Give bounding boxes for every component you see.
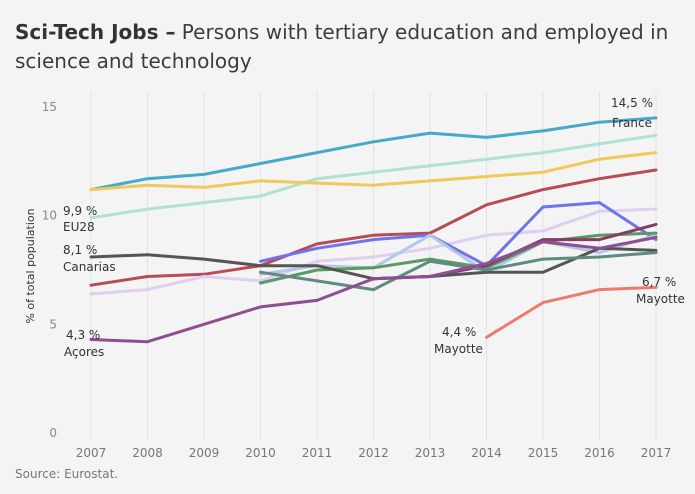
series-line-açores [89, 235, 658, 344]
x-tick-2008: 2008 [132, 446, 163, 460]
annotation-value-4: 4,4 % [442, 325, 476, 339]
series-line-5 [259, 201, 658, 268]
series-line-2 [89, 151, 658, 192]
series-line-7 [259, 231, 658, 285]
series-line-eu28 [89, 133, 658, 220]
y-tick-10: 10 [42, 209, 57, 223]
x-tick-2011: 2011 [302, 446, 333, 460]
annotation-label-4: Mayotte [434, 342, 483, 356]
x-tick-2012: 2012 [358, 446, 389, 460]
title-bold: Sci-Tech Jobs – [15, 20, 176, 44]
series-line-mayotte [485, 285, 658, 339]
annotation-label-1: EU28 [63, 220, 95, 234]
y-tick-0: 0 [49, 426, 57, 440]
annotation-label-2: Canarias [63, 260, 116, 274]
source-note: Source: Eurostat. [15, 467, 119, 481]
annotation-label-3: Açores [64, 345, 104, 359]
chart-title: Sci-Tech Jobs – Persons with tertiary ed… [15, 18, 685, 76]
annotation-value-5: 6,7 % [642, 275, 676, 289]
x-tick-2014: 2014 [471, 446, 502, 460]
x-tick-2007: 2007 [76, 446, 107, 460]
y-tick-5: 5 [49, 317, 57, 331]
annotation-label-5: Mayotte [636, 292, 685, 306]
annotation-value-0: 14,5 % [611, 96, 653, 110]
series-line-3 [89, 168, 658, 287]
x-tick-2017: 2017 [641, 446, 672, 460]
series-line-france [89, 116, 658, 192]
annotation-value-2: 8,1 % [63, 243, 97, 257]
annotation-value-3: 4,3 % [66, 328, 100, 342]
series-line-4 [89, 207, 658, 296]
annotation-label-0: France [612, 116, 652, 130]
series-line-10 [259, 251, 658, 292]
x-tick-2013: 2013 [415, 446, 446, 460]
x-tick-2016: 2016 [584, 446, 615, 460]
y-axis-label: % of total population [24, 208, 37, 323]
y-tick-15: 15 [42, 100, 57, 114]
title-rest: Persons with tertiary education and empl… [15, 20, 669, 73]
annotation-value-1: 9,9 % [63, 204, 97, 218]
x-tick-2015: 2015 [528, 446, 559, 460]
x-tick-2009: 2009 [189, 446, 220, 460]
x-tick-2010: 2010 [245, 446, 276, 460]
